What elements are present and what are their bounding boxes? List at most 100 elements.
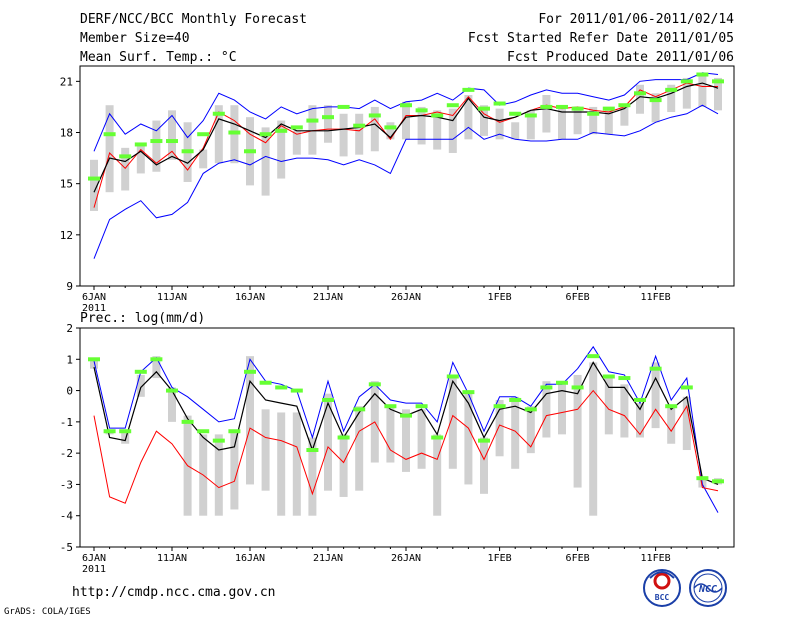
footer-grads: GrADS: COLA/IGES xyxy=(4,607,91,617)
prec-spread-box xyxy=(542,381,551,438)
temp-spread-box xyxy=(105,105,114,193)
temp-spread-box xyxy=(526,110,535,140)
prec-subtitle: Prec.: log(mm/d) xyxy=(80,311,205,326)
temp-control-mark xyxy=(275,128,288,133)
temp-spread-box xyxy=(542,94,551,133)
temp-x-tick-label: 1FEB xyxy=(488,292,512,303)
temp-control-mark xyxy=(88,176,100,181)
temp-control-mark xyxy=(103,132,116,137)
prec-spread-box xyxy=(604,374,613,435)
temp-control-mark xyxy=(696,72,709,77)
prec-control-mark xyxy=(540,385,553,390)
temp-control-mark xyxy=(446,103,459,108)
prec-y-tick-label: -1 xyxy=(60,416,73,429)
prec-control-mark xyxy=(322,397,334,402)
prec-spread-box xyxy=(682,396,691,451)
header-variable: Mean Surf. Temp.: °C xyxy=(80,50,237,65)
temp-control-mark xyxy=(368,113,381,118)
prec-spread-box xyxy=(324,393,332,491)
prec-spread-box xyxy=(526,406,535,454)
prec-x-tick-label: 21JAN xyxy=(313,553,343,564)
temp-spread-box xyxy=(558,108,566,140)
temp-control-mark xyxy=(587,111,600,116)
header-produced: Fcst Produced Date 2011/01/06 xyxy=(507,50,734,65)
temp-control-mark xyxy=(322,115,334,120)
prec-spread-box xyxy=(480,437,488,494)
temp-control-mark xyxy=(431,113,444,118)
prec-spread-box xyxy=(230,431,239,510)
prec-control-mark xyxy=(119,429,132,434)
prec-control-mark xyxy=(384,404,397,409)
temp-spread-box xyxy=(464,94,473,140)
temp-spread-box xyxy=(261,127,270,196)
prec-spread-box xyxy=(464,390,473,485)
temp-control-mark xyxy=(166,139,178,144)
temp-control-mark xyxy=(197,132,210,137)
prec-x-year-label: 2011 xyxy=(82,564,106,575)
prec-spread-box xyxy=(495,399,504,457)
temp-spread-box xyxy=(589,106,598,135)
prec-y-tick-label: 0 xyxy=(66,385,73,398)
prec-mean-line xyxy=(93,389,719,504)
prec-control-mark xyxy=(649,366,662,371)
temp-spread-box xyxy=(386,122,395,140)
prec-lower-bound-line xyxy=(93,345,719,513)
header-period: For 2011/01/06-2011/02/14 xyxy=(538,12,734,27)
temp-spread-box xyxy=(339,113,348,157)
prec-x-tick-label: 11JAN xyxy=(157,553,187,564)
temp-x-tick-label: 6FEB xyxy=(566,292,590,303)
prec-y-tick-label: -4 xyxy=(60,510,74,523)
temp-control-mark xyxy=(509,111,522,116)
prec-control-mark xyxy=(150,357,163,362)
temp-spread-box xyxy=(620,103,629,126)
prec-spread-box xyxy=(152,356,161,379)
prec-spread-box xyxy=(277,412,286,516)
temp-control-mark xyxy=(306,118,319,123)
temp-spread-box xyxy=(433,110,442,150)
temp-spread-box xyxy=(698,74,707,107)
prec-spread-box xyxy=(308,437,317,516)
temp-spread-box xyxy=(136,142,145,174)
prec-x-tick-label: 26JAN xyxy=(391,553,421,564)
temp-control-mark xyxy=(134,142,147,147)
prec-y-tick-label: -2 xyxy=(60,447,73,460)
prec-spread-box xyxy=(651,362,660,429)
prec-control-mark xyxy=(431,435,444,440)
temp-y-tick-label: 15 xyxy=(60,178,73,191)
temp-spread-box xyxy=(214,105,223,164)
temp-control-mark xyxy=(634,91,646,96)
temp-spread-box xyxy=(90,159,98,211)
temperature-panel: 9 12 15 18 21 6JAN 11JAN 16JAN 21JAN 26JAN 1FEB 6FE… xyxy=(60,65,735,314)
prec-control-mark xyxy=(446,374,459,379)
prec-control-mark xyxy=(368,382,381,387)
temp-y-tick-label: 9 xyxy=(66,280,73,293)
temp-spread-box xyxy=(199,149,208,169)
prec-y-tick-label: -5 xyxy=(60,541,73,554)
prec-spread-box xyxy=(433,434,442,516)
prec-x-tick-label: 6FEB xyxy=(566,553,590,564)
prec-spread-box xyxy=(417,409,426,469)
bcc-logo-text: BCC xyxy=(655,593,670,602)
prec-control-mark xyxy=(259,380,272,385)
prec-control-mark xyxy=(524,407,537,412)
prec-control-mark xyxy=(275,385,288,390)
prec-spread-box xyxy=(620,384,629,438)
prec-y-tick-label: 1 xyxy=(66,353,73,366)
temp-control-mark xyxy=(290,125,303,130)
temp-control-mark xyxy=(337,104,350,109)
temp-x-tick-label: 21JAN xyxy=(313,292,343,303)
prec-control-mark xyxy=(353,407,366,412)
temp-control-mark xyxy=(602,106,615,111)
temp-y-tick-label: 21 xyxy=(60,75,73,88)
prec-control-mark xyxy=(103,429,116,434)
temp-control-mark xyxy=(462,87,475,92)
temp-control-mark xyxy=(400,103,412,108)
temp-upper-bound-line xyxy=(93,72,719,152)
prec-spread-box xyxy=(589,362,598,516)
prec-spread-box xyxy=(636,403,644,438)
prec-control-mark xyxy=(88,357,100,362)
temp-control-mark xyxy=(712,79,724,84)
prec-control-mark xyxy=(462,390,475,395)
